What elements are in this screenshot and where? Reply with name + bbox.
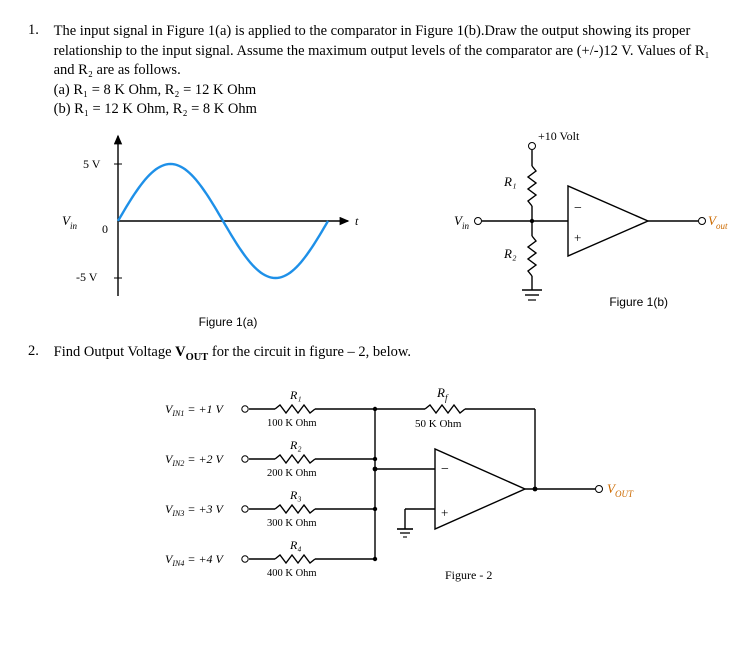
vin-text: Vin — [454, 213, 469, 231]
q1-body: The input signal in Figure 1(a) is appli… — [54, 22, 714, 120]
rf-label: Rf — [436, 385, 449, 403]
y-bot: -5 V — [76, 270, 98, 284]
figure-1b: +10 Volt R₁ Vin R₂ − + — [388, 126, 728, 309]
vin1-label: VIN1 = +1 V — [165, 402, 225, 418]
figure-1b-svg: +10 Volt R₁ Vin R₂ − + — [388, 126, 728, 316]
r1-label: R₁ — [503, 174, 516, 189]
vout-label: Vout — [708, 213, 728, 231]
opamp-triangle — [568, 186, 648, 256]
rf-value: 50 K Ohm — [415, 418, 462, 430]
svg-text:R₄: R₄ — [289, 538, 302, 552]
q1-line-b: (b) R₁ = 12 K Ohm, R₂ = 8 K Ohm — [54, 101, 257, 117]
fig2-caption: Figure - 2 — [445, 568, 492, 582]
vout2-label: VOUT — [607, 481, 634, 499]
svg-text:−: − — [441, 462, 449, 477]
resistor-r2 — [528, 236, 536, 276]
resistor-r2 — [275, 455, 315, 463]
plus10: +10 Volt — [538, 129, 580, 143]
vin-lbl: Vin — [62, 213, 77, 231]
svg-text:+: + — [441, 505, 448, 520]
q1-text: The input signal in Figure 1(a) is appli… — [54, 23, 710, 78]
vin3-label: VIN3 = +3 V — [165, 502, 225, 518]
opamp-2 — [435, 449, 525, 529]
resistor-r3 — [275, 505, 315, 513]
vin-node — [475, 217, 482, 224]
resistor-r4 — [275, 555, 315, 563]
svg-text:400 K Ohm: 400 K Ohm — [267, 568, 317, 579]
resistor-r1 — [275, 405, 315, 413]
figure-2-row: VIN1 = +1 V R₁ 100 K Ohm VIN2 = +2 V R₂ 200 K… — [28, 371, 722, 601]
question-1: 1. The input signal in Figure 1(a) is ap… — [28, 22, 722, 120]
q2-number: 2. — [28, 343, 50, 360]
figure-1a: 5 V -5 V Vin 0 t Figure 1(a) — [28, 126, 388, 329]
q1-line-a: (a) R₁ = 8 K Ohm, R₂ = 12 K Ohm — [54, 82, 256, 98]
figure-2-svg: VIN1 = +1 V R₁ 100 K Ohm VIN2 = +2 V R₂ 200 K… — [95, 371, 655, 601]
resistor-rf — [425, 405, 465, 413]
figure-1a-svg: 5 V -5 V Vin 0 t — [28, 126, 388, 316]
svg-text:−: − — [574, 201, 582, 216]
q1-number: 1. — [28, 22, 50, 39]
svg-text:100 K Ohm: 100 K Ohm — [267, 418, 317, 429]
svg-text:R₃: R₃ — [289, 488, 302, 502]
figure-row-1: 5 V -5 V Vin 0 t Figure 1(a) +10 Volt R₁… — [28, 126, 722, 329]
svg-text:200 K Ohm: 200 K Ohm — [267, 468, 317, 479]
y-top: 5 V — [83, 157, 101, 171]
svg-text:R₁: R₁ — [289, 388, 302, 402]
q2-body: Find Output Voltage VOUT for the circuit… — [54, 343, 714, 365]
svg-text:300 K Ohm: 300 K Ohm — [267, 518, 317, 529]
question-2: 2. Find Output Voltage VOUT for the circ… — [28, 343, 722, 365]
r2-label: R₂ — [503, 246, 517, 261]
q2-text-a: Find Output Voltage — [54, 344, 176, 360]
svg-text:R₂: R₂ — [289, 438, 302, 452]
q2-text-b: for the circuit in figure – 2, below. — [208, 344, 411, 360]
zero: 0 — [102, 222, 108, 236]
resistor-r1 — [528, 166, 536, 206]
fig1a-caption: Figure 1(a) — [68, 315, 388, 329]
vin4-label: VIN4 = +4 V — [165, 552, 225, 568]
t-label: t — [355, 214, 359, 228]
vin2-label: VIN2 = +2 V — [165, 452, 225, 468]
vout-node — [699, 217, 706, 224]
svg-text:+: + — [574, 230, 581, 245]
